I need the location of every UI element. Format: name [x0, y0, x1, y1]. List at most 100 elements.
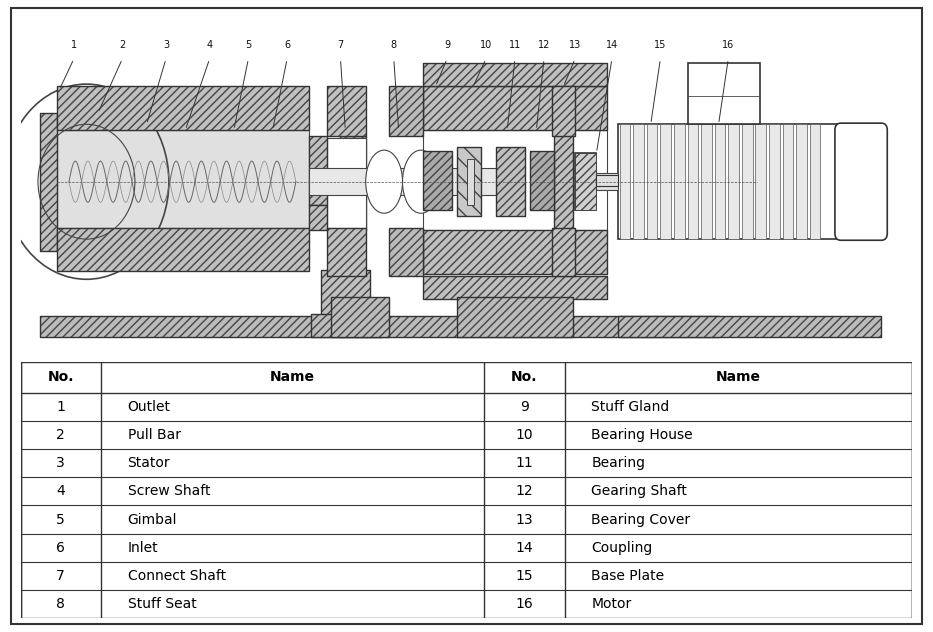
Text: 8: 8	[391, 40, 397, 50]
Bar	[389, 228, 423, 276]
Bar	[618, 316, 882, 337]
Bar	[423, 150, 452, 210]
Bar	[331, 296, 389, 337]
Bar	[457, 147, 481, 216]
Ellipse shape	[402, 150, 439, 213]
Bar	[457, 296, 573, 337]
Text: 4: 4	[56, 484, 65, 499]
Text: 9: 9	[520, 400, 529, 414]
Text: 10: 10	[516, 428, 534, 442]
Text: Bearing House: Bearing House	[592, 428, 693, 442]
Text: 5: 5	[245, 40, 252, 50]
Text: 8: 8	[56, 597, 65, 611]
Bar	[530, 150, 554, 210]
Bar	[575, 153, 596, 210]
Bar	[327, 228, 366, 276]
Bar	[596, 175, 618, 186]
Bar	[312, 313, 382, 337]
Bar	[321, 270, 369, 316]
Bar	[688, 63, 760, 125]
Text: 14: 14	[516, 541, 534, 555]
Bar	[715, 125, 725, 239]
Bar	[729, 125, 739, 239]
Text: 10: 10	[480, 40, 492, 50]
Bar	[310, 205, 327, 230]
Text: 9: 9	[444, 40, 450, 50]
Bar	[389, 87, 423, 136]
Bar	[620, 125, 631, 239]
Bar	[312, 313, 382, 337]
Bar	[423, 230, 607, 274]
Bar	[596, 173, 618, 190]
Bar	[389, 228, 423, 276]
Bar	[310, 205, 327, 230]
Bar	[40, 112, 57, 250]
Bar	[57, 87, 310, 130]
Text: 15: 15	[516, 569, 534, 583]
Bar	[310, 136, 327, 205]
Bar	[551, 87, 575, 136]
Text: No.: No.	[511, 370, 537, 384]
Bar	[554, 132, 573, 230]
Text: Pull Bar: Pull Bar	[128, 428, 181, 442]
Bar	[756, 125, 766, 239]
Text: 16: 16	[516, 597, 534, 611]
Bar	[674, 125, 685, 239]
Text: 16: 16	[722, 40, 734, 50]
Bar	[810, 125, 820, 239]
Text: 2: 2	[119, 40, 125, 50]
Bar	[389, 87, 423, 136]
Bar	[423, 230, 607, 274]
Bar	[457, 147, 481, 216]
Text: 5: 5	[56, 513, 65, 526]
Bar	[647, 125, 658, 239]
Bar	[57, 228, 310, 271]
Text: Gearing Shaft: Gearing Shaft	[592, 484, 688, 499]
Text: Gimbal: Gimbal	[128, 513, 177, 526]
Text: 11: 11	[516, 456, 534, 470]
Text: 1: 1	[71, 40, 77, 50]
Bar	[423, 276, 607, 299]
Bar	[688, 125, 698, 239]
Text: 2: 2	[56, 428, 65, 442]
FancyBboxPatch shape	[835, 123, 887, 240]
Text: Motor: Motor	[592, 597, 632, 611]
Text: Outlet: Outlet	[128, 400, 171, 414]
Bar	[783, 125, 793, 239]
Text: Coupling: Coupling	[592, 541, 652, 555]
Text: Screw Shaft: Screw Shaft	[128, 484, 210, 499]
Bar	[40, 316, 718, 337]
Bar	[331, 296, 389, 337]
Bar	[618, 125, 841, 239]
Bar	[423, 63, 607, 87]
Bar	[575, 153, 596, 210]
Text: 13: 13	[516, 513, 534, 526]
Text: Stuff Seat: Stuff Seat	[128, 597, 196, 611]
Text: 6: 6	[284, 40, 290, 50]
Text: 11: 11	[508, 40, 522, 50]
Bar	[423, 276, 607, 299]
Text: 3: 3	[56, 456, 65, 470]
Text: Inlet: Inlet	[128, 541, 159, 555]
Bar	[310, 168, 503, 195]
Bar	[554, 132, 573, 230]
Text: Bearing: Bearing	[592, 456, 646, 470]
Bar	[551, 228, 575, 276]
Bar	[742, 125, 753, 239]
Bar	[310, 136, 327, 205]
Text: Name: Name	[716, 370, 761, 384]
Bar	[57, 87, 310, 130]
Text: Stator: Stator	[128, 456, 170, 470]
Bar	[495, 147, 524, 216]
Bar	[618, 316, 882, 337]
Bar	[423, 87, 607, 130]
Bar	[423, 130, 607, 230]
Bar	[423, 150, 452, 210]
Bar	[661, 125, 671, 239]
Bar	[495, 147, 524, 216]
Text: 15: 15	[654, 40, 666, 50]
Bar	[634, 125, 644, 239]
Bar	[341, 136, 366, 230]
Text: 4: 4	[206, 40, 213, 50]
Bar	[457, 296, 573, 337]
